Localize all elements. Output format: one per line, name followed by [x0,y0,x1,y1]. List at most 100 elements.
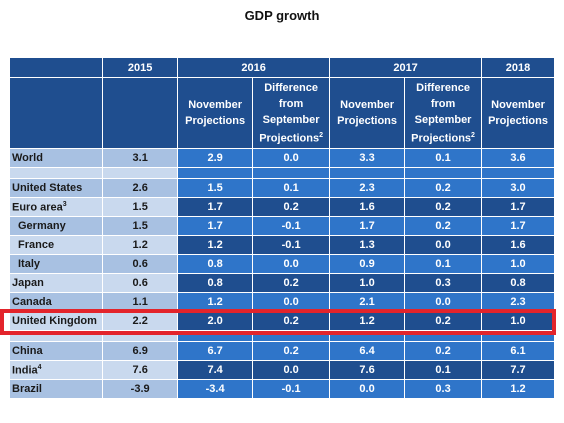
nov-2018-cell: 1.7 [481,197,555,217]
table-row: Canada 1.1 1.2 0.0 2.1 0.0 2.3 [8,292,555,312]
diff-2017-cell: 0.1 [404,148,483,168]
row-label: United States [8,178,104,198]
nov-2017-cell: 7.6 [329,360,406,380]
nov-2018-cell: 1.6 [481,235,555,255]
value-2015-cell: 1.2 [102,235,179,255]
nov-2016-cell: 1.2 [177,292,254,312]
subheader-nov-2018: November Projections [481,77,555,149]
year-header-row: 2015 2016 2017 2018 [8,57,555,78]
nov-2017-cell: 0.0 [329,379,406,399]
diff-2017-cell: 0.1 [404,254,483,274]
year-header-2017: 2017 [329,57,483,78]
value-2015-cell: 6.9 [102,341,179,361]
value-2015-cell: 2.6 [102,178,179,198]
subheader-diff-2016: Difference from September Projections2 [252,77,331,149]
subheader-2015-blank [102,77,179,149]
year-header-2015: 2015 [102,57,179,78]
diff-2017-cell: 0.3 [404,379,483,399]
table-row: France 1.2 1.2 -0.1 1.3 0.0 1.6 [8,235,555,255]
subheader-nov-2017: November Projections [329,77,406,149]
nov-2017-cell: 2.1 [329,292,406,312]
diff-2016-cell: 0.2 [252,273,331,293]
diff-2016-cell: 0.1 [252,178,331,198]
nov-2018-cell: 1.0 [481,254,555,274]
highlight-box [0,309,556,335]
year-header-2018: 2018 [481,57,555,78]
row-label: India4 [8,360,104,380]
nov-2016-cell: 2.9 [177,148,254,168]
diff-2016-cell: -0.1 [252,235,331,255]
diff-2017-cell: 0.2 [404,341,483,361]
nov-2017-cell: 1.7 [329,216,406,236]
diff-2016-cell: 0.2 [252,341,331,361]
diff-2016-cell: 0.0 [252,148,331,168]
nov-2018-cell: 6.1 [481,341,555,361]
row-label: Euro area3 [8,197,104,217]
nov-2018-cell: 1.7 [481,216,555,236]
table-row: Brazil -3.9 -3.4 -0.1 0.0 0.3 1.2 [8,379,555,399]
row-label: Brazil [8,379,104,399]
subheader-diff-2017: Difference from September Projections2 [404,77,483,149]
value-2015-cell: 0.6 [102,254,179,274]
table-row: India4 7.6 7.4 0.0 7.6 0.1 7.7 [8,360,555,380]
spacer-row [8,167,555,179]
diff-2016-cell: 0.2 [252,311,331,331]
row-label: World [8,148,104,168]
table-row: United States 2.6 1.5 0.1 2.3 0.2 3.0 [8,178,555,198]
table-title: GDP growth [244,8,320,23]
table-row: China 6.9 6.7 0.2 6.4 0.2 6.1 [8,341,555,361]
diff-2017-cell: 0.2 [404,216,483,236]
nov-2016-cell: 1.5 [177,178,254,198]
nov-2018-cell: 3.0 [481,178,555,198]
row-label: Italy [8,254,104,274]
nov-2017-cell: 2.3 [329,178,406,198]
subheader-blank [8,77,104,149]
diff-2016-cell: 0.0 [252,254,331,274]
nov-2016-cell: 0.8 [177,273,254,293]
year-header-2016: 2016 [177,57,331,78]
row-label: Japan [8,273,104,293]
nov-2016-cell: 7.4 [177,360,254,380]
diff-2016-cell: -0.1 [252,216,331,236]
nov-2016-cell: 1.2 [177,235,254,255]
subheader-nov-2016: November Projections [177,77,254,149]
value-2015-cell: 2.2 [102,311,179,331]
row-label: France [8,235,104,255]
value-2015-cell: 1.5 [102,197,179,217]
nov-2017-cell: 1.6 [329,197,406,217]
nov-2016-cell: 6.7 [177,341,254,361]
diff-2017-cell: 0.2 [404,178,483,198]
diff-2017-cell: 0.3 [404,273,483,293]
value-2015-cell: 1.1 [102,292,179,312]
diff-2017-cell: 0.0 [404,292,483,312]
table-row: Japan 0.6 0.8 0.2 1.0 0.3 0.8 [8,273,555,293]
value-2015-cell: 0.6 [102,273,179,293]
diff-2017-cell: 0.0 [404,235,483,255]
row-label: Canada [8,292,104,312]
table-row: Italy 0.6 0.8 0.0 0.9 0.1 1.0 [8,254,555,274]
diff-2016-cell: 0.2 [252,197,331,217]
value-2015-cell: 7.6 [102,360,179,380]
diff-2016-cell: -0.1 [252,379,331,399]
nov-2018-cell: 2.3 [481,292,555,312]
nov-2017-cell: 3.3 [329,148,406,168]
subheader-row: November Projections Difference from Septe… [8,77,555,149]
table-row: Germany 1.5 1.7 -0.1 1.7 0.2 1.7 [8,216,555,236]
gdp-table: 2015 2016 2017 2018 November Projections … [8,57,555,399]
nov-2018-cell: 0.8 [481,273,555,293]
row-label: China [8,341,104,361]
nov-2016-cell: 1.7 [177,216,254,236]
nov-2017-cell: 1.0 [329,273,406,293]
table-row: World 3.1 2.9 0.0 3.3 0.1 3.6 [8,148,555,168]
nov-2018-cell: 3.6 [481,148,555,168]
table-row: Euro area3 1.5 1.7 0.2 1.6 0.2 1.7 [8,197,555,217]
header-corner [8,57,104,78]
value-2015-cell: 3.1 [102,148,179,168]
nov-2016-cell: -3.4 [177,379,254,399]
nov-2018-cell: 1.2 [481,379,555,399]
diff-2016-cell: 0.0 [252,360,331,380]
nov-2017-cell: 1.3 [329,235,406,255]
nov-2016-cell: 1.7 [177,197,254,217]
diff-2017-cell: 0.2 [404,197,483,217]
value-2015-cell: 1.5 [102,216,179,236]
